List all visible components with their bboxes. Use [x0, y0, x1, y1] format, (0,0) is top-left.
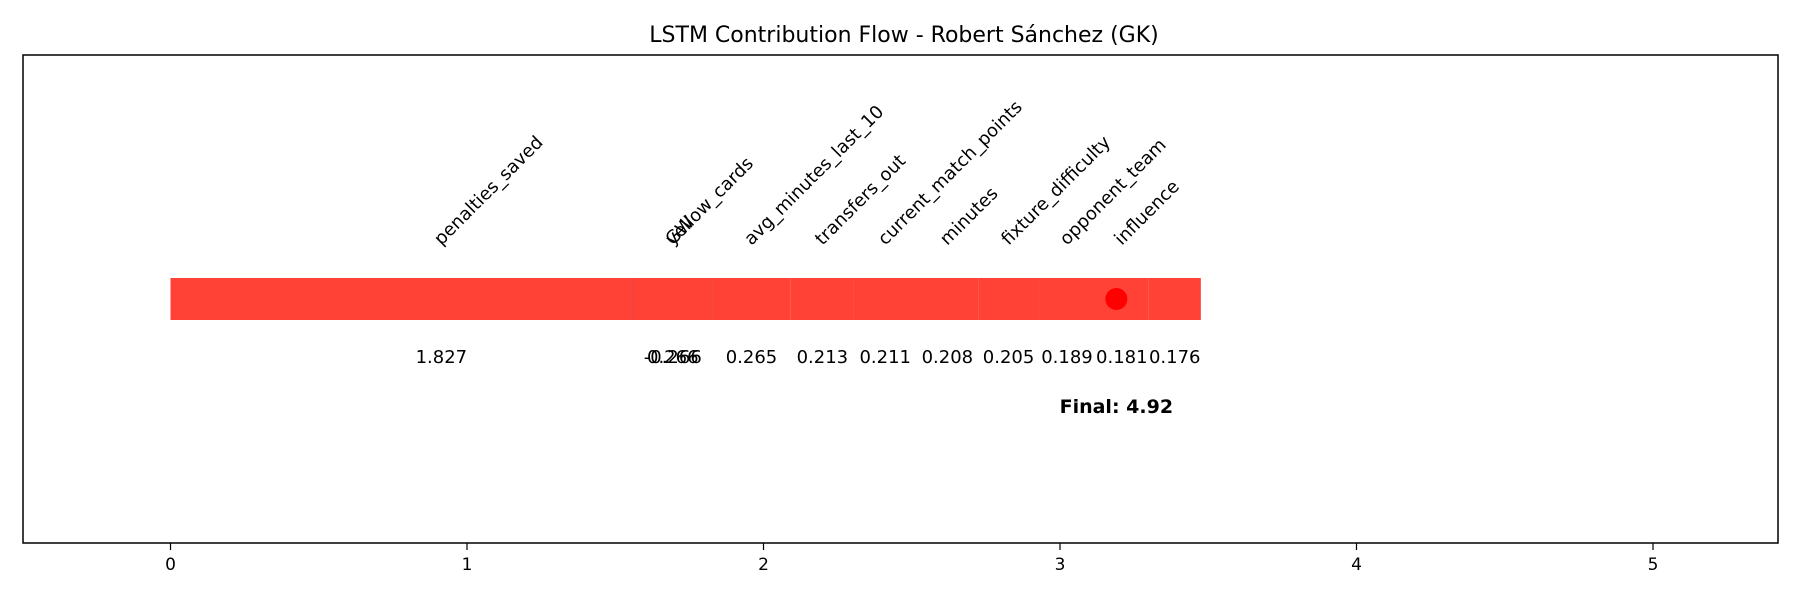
contribution-bar — [853, 278, 917, 320]
feature-label: avg_minutes_last_10 — [740, 102, 888, 250]
feature-label: fixture_difficulty — [997, 132, 1115, 250]
final-marker — [1105, 288, 1128, 310]
bars-layer — [170, 278, 1201, 320]
feature-label: minutes — [936, 183, 1002, 249]
value-label: 1.827 — [416, 347, 468, 368]
value-label: 0.213 — [797, 347, 849, 368]
value-label: 0.205 — [983, 347, 1035, 368]
x-tick-label: 4 — [1351, 555, 1362, 575]
x-tick-label: 0 — [165, 555, 176, 575]
x-tick-label: 3 — [1055, 555, 1066, 575]
value-label: 0.208 — [922, 347, 974, 368]
x-tick-label: 1 — [462, 555, 473, 575]
value-label: 0.211 — [859, 347, 911, 368]
contribution-bar — [790, 278, 854, 320]
value-label: 0.189 — [1041, 347, 1093, 368]
contribution-bar — [1038, 278, 1095, 320]
plot-frame — [22, 54, 1779, 544]
contribution-bar — [916, 278, 979, 320]
contribution-bar — [633, 278, 713, 320]
value-label: 0.181 — [1096, 347, 1148, 368]
chart-title: LSTM Contribution Flow - Robert Sánchez … — [649, 23, 1158, 48]
contribution-bar — [978, 278, 1039, 320]
value-label: 0.176 — [1149, 347, 1201, 368]
x-axis: 0 1 2 3 4 5 — [165, 543, 1658, 575]
feature-label: penalties_saved — [430, 132, 547, 249]
x-tick-label: 5 — [1648, 555, 1659, 575]
contribution-bar — [712, 278, 791, 320]
value-label: 0.266 — [647, 347, 699, 368]
value-label: -0.266 — [644, 347, 702, 368]
x-tick-label: 2 — [758, 555, 769, 575]
value-label: 0.265 — [726, 347, 778, 368]
final-label: Final: 4.92 — [1060, 396, 1173, 418]
contribution-bar — [1148, 278, 1201, 320]
contribution-bar — [170, 278, 713, 320]
